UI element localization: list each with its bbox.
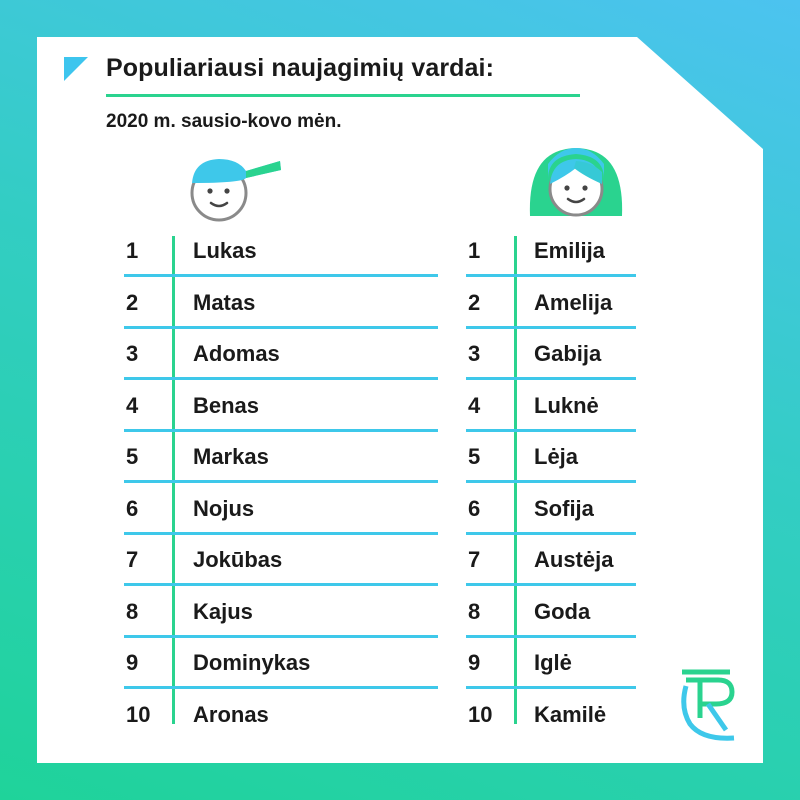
row-separator	[466, 274, 636, 277]
girl-name: Gabija	[534, 341, 602, 366]
rank-number: 2	[126, 289, 139, 315]
girl-name: Lėja	[534, 444, 579, 469]
girl-name: Emilija	[534, 238, 605, 263]
rank-number: 10	[468, 701, 493, 727]
row-separator	[124, 428, 438, 432]
rank-number: 2	[468, 289, 481, 315]
row-separator	[124, 325, 438, 329]
rank-number: 5	[126, 444, 139, 469]
page-subtitle: 2020 m. sausio-kovo mėn.	[106, 111, 342, 132]
row-separator	[124, 377, 438, 380]
row-separator	[124, 531, 438, 535]
girl-name: Iglė	[534, 650, 572, 675]
rank-number: 1	[126, 238, 139, 263]
boy-name: Markas	[193, 444, 269, 469]
rank-number: 5	[468, 444, 481, 469]
rank-number: 6	[126, 495, 139, 521]
girl-name: Sofija	[534, 495, 594, 521]
girl-name: Austėja	[534, 547, 614, 572]
row-separator	[466, 531, 636, 535]
boy-name: Benas	[193, 392, 260, 418]
rank-number: 9	[126, 650, 139, 675]
boy-name: Matas	[193, 289, 256, 315]
row-separator	[466, 377, 636, 380]
title-underline	[106, 94, 580, 97]
rank-number: 1	[468, 238, 481, 263]
rank-number: 9	[468, 650, 481, 675]
rank-number: 6	[468, 495, 481, 521]
row-separator	[466, 686, 636, 689]
boy-name: Lukas	[193, 238, 257, 263]
rank-number: 3	[468, 341, 481, 366]
rank-number: 3	[126, 341, 139, 366]
boy-face-icon	[190, 159, 281, 222]
boy-name: Kajus	[193, 598, 253, 624]
row-separator	[124, 634, 438, 638]
row-separator	[124, 583, 438, 586]
row-separator	[466, 428, 636, 432]
row-separator	[124, 686, 438, 689]
girl-name: Kamilė	[534, 701, 607, 727]
girl-name: Goda	[534, 598, 591, 624]
girl-face-icon	[529, 148, 623, 217]
rank-number: 4	[468, 392, 481, 418]
row-separator	[124, 274, 438, 277]
boy-name: Jokūbas	[193, 547, 283, 572]
corner-triangle-icon	[64, 57, 88, 81]
row-separator	[466, 480, 636, 483]
boy-name: Nojus	[193, 495, 255, 521]
girl-name: Amelija	[534, 289, 613, 315]
rank-number: 7	[126, 547, 139, 572]
row-separator	[124, 480, 438, 483]
boy-name: Aronas	[193, 701, 269, 727]
row-separator	[466, 634, 636, 638]
rank-number: 8	[468, 598, 481, 624]
boy-name: Adomas	[193, 341, 280, 366]
rc-logo-icon	[681, 669, 735, 741]
rank-number: 7	[468, 547, 481, 572]
boy-name: Dominykas	[193, 650, 311, 675]
content-card	[37, 37, 763, 763]
row-separator	[466, 325, 636, 329]
girl-name: Luknė	[534, 392, 599, 418]
rank-number: 8	[126, 598, 139, 624]
page-title: Populiariausi naujagimių vardai:	[106, 54, 495, 82]
row-separator	[466, 583, 636, 586]
rank-number: 10	[126, 701, 151, 727]
rank-number: 4	[126, 392, 139, 418]
